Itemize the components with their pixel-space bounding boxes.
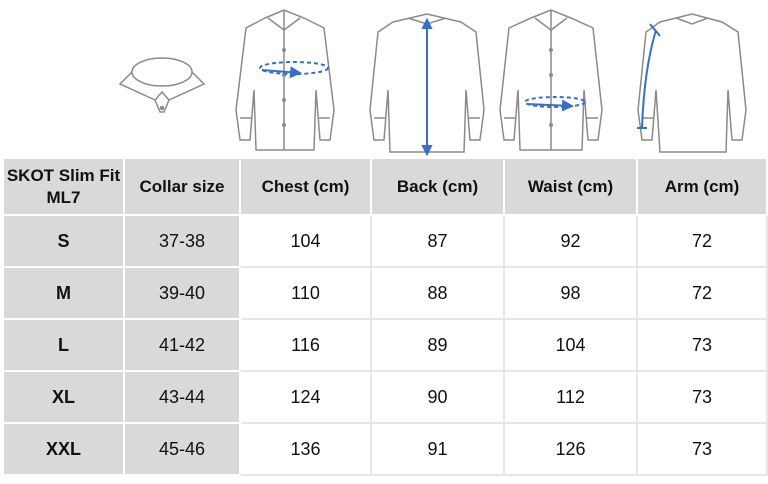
size-chart-table: SKOT Slim Fit ML7 Collar size Chest (cm)… bbox=[2, 157, 768, 476]
header-waist: Waist (cm) bbox=[503, 157, 638, 216]
chest-measure-line bbox=[259, 61, 329, 79]
table-row: XXL 45-46 136 91 126 73 bbox=[2, 422, 768, 476]
arm-cell: 73 bbox=[636, 318, 768, 372]
arm-measure-line bbox=[637, 23, 661, 129]
illustrations-svg bbox=[118, 9, 747, 157]
measurement-illustrations bbox=[0, 0, 768, 157]
chest-cell: 104 bbox=[239, 214, 372, 268]
arm-cell: 73 bbox=[636, 370, 768, 424]
collar-cell: 45-46 bbox=[123, 422, 241, 476]
waist-cell: 98 bbox=[503, 266, 638, 320]
chest-cell: 124 bbox=[239, 370, 372, 424]
size-cell: S bbox=[2, 214, 125, 268]
back-cell: 90 bbox=[370, 370, 505, 424]
collar-cell: 37-38 bbox=[123, 214, 241, 268]
size-cell: XL bbox=[2, 370, 125, 424]
header-model: SKOT Slim Fit ML7 bbox=[2, 157, 125, 216]
back-cell: 89 bbox=[370, 318, 505, 372]
back-cell: 91 bbox=[370, 422, 505, 476]
waist-measure-line bbox=[524, 96, 586, 112]
back-measure-line bbox=[421, 17, 433, 157]
size-cell: L bbox=[2, 318, 125, 372]
header-arm: Arm (cm) bbox=[636, 157, 768, 216]
shirt-waist-icon bbox=[499, 9, 603, 151]
header-back: Back (cm) bbox=[370, 157, 505, 216]
collar-cell: 39-40 bbox=[123, 266, 241, 320]
table-row: XL 43-44 124 90 112 73 bbox=[2, 370, 768, 424]
arm-cell: 72 bbox=[636, 214, 768, 268]
shirt-chest-icon bbox=[235, 9, 335, 151]
header-chest: Chest (cm) bbox=[239, 157, 372, 216]
chest-cell: 136 bbox=[239, 422, 372, 476]
arm-cell: 72 bbox=[636, 266, 768, 320]
table-row: M 39-40 110 88 98 72 bbox=[2, 266, 768, 320]
waist-cell: 92 bbox=[503, 214, 638, 268]
back-cell: 87 bbox=[370, 214, 505, 268]
header-row: SKOT Slim Fit ML7 Collar size Chest (cm)… bbox=[2, 157, 768, 216]
table-row: L 41-42 116 89 104 73 bbox=[2, 318, 768, 372]
table-row: S 37-38 104 87 92 72 bbox=[2, 214, 768, 268]
chest-cell: 116 bbox=[239, 318, 372, 372]
collar-icon bbox=[118, 57, 206, 113]
arm-cell: 73 bbox=[636, 422, 768, 476]
back-cell: 88 bbox=[370, 266, 505, 320]
waist-cell: 112 bbox=[503, 370, 638, 424]
waist-cell: 104 bbox=[503, 318, 638, 372]
chest-cell: 110 bbox=[239, 266, 372, 320]
collar-cell: 41-42 bbox=[123, 318, 241, 372]
collar-cell: 43-44 bbox=[123, 370, 241, 424]
waist-cell: 126 bbox=[503, 422, 638, 476]
header-collar-size: Collar size bbox=[123, 157, 241, 216]
shirt-arm-icon bbox=[637, 13, 747, 153]
size-cell: XXL bbox=[2, 422, 125, 476]
size-cell: M bbox=[2, 266, 125, 320]
